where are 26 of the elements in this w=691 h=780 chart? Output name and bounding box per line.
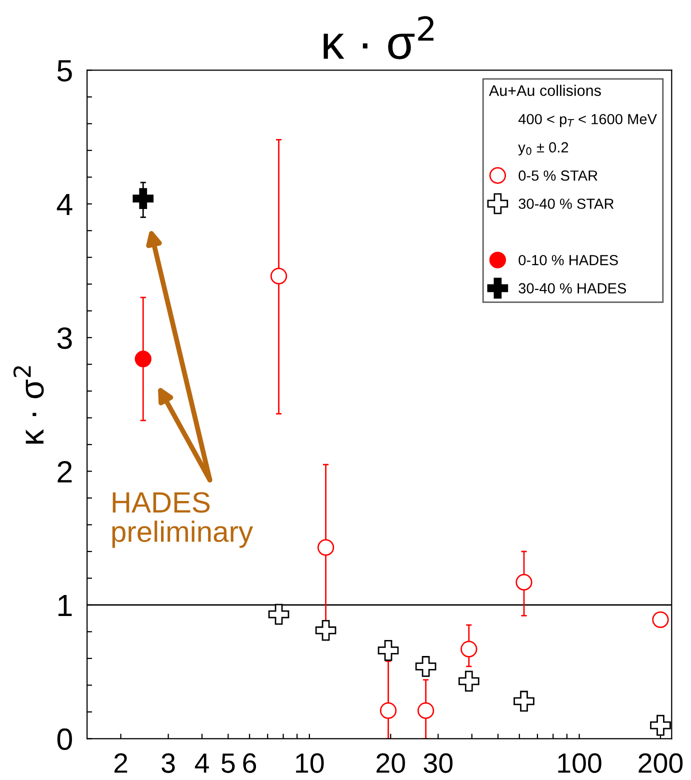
x-tick-label: 6 (243, 753, 256, 773)
x-tick-label: 3 (162, 753, 175, 773)
legend-label: 0-5 % STAR (518, 170, 598, 181)
annotation: HADES preliminary (112, 492, 254, 548)
annotation: 400 < p$_{T}$ < 1600 MeV (518, 114, 657, 128)
y-tick-label: 2 (58, 461, 72, 482)
y-tick-label: 3 (57, 327, 72, 349)
x-tick-label: 4 (194, 754, 209, 773)
y-axis-title: κ · σ$^{2}$ (13, 366, 44, 444)
x-tick-label: 2 (114, 753, 128, 773)
y-tick-label: 0 (57, 728, 72, 750)
legend-label: 30-40 % STAR (518, 198, 614, 209)
annotation: y$_{0}$ ± 0.2 (518, 142, 568, 156)
legend-label: 0-10 % HADES (518, 254, 618, 266)
x-tick-label: 5 (222, 754, 235, 773)
x-tick-label: 200 (638, 753, 683, 773)
legend-title: Au+Au collisions (488, 84, 601, 96)
y-tick-label: 5 (57, 60, 72, 82)
chart-title: κ · σ$^{2}$ (324, 16, 434, 60)
x-tick-label: 30 (424, 753, 453, 773)
legend-label: 30-40 % HADES (518, 283, 626, 294)
x-tick-label: 20 (376, 753, 405, 773)
y-tick-label: 4 (56, 194, 72, 215)
x-tick-label: 100 (558, 753, 602, 773)
x-tick-label: 10 (296, 753, 324, 773)
y-tick-label: 1 (58, 595, 72, 616)
